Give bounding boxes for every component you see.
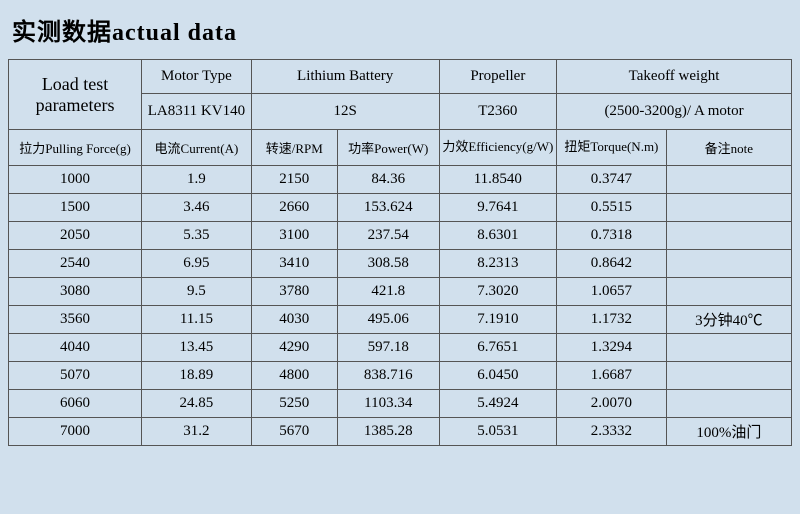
table-cell [666, 194, 791, 222]
table-cell: 84.36 [337, 166, 439, 194]
table-row: 20505.353100237.548.63010.7318 [9, 222, 792, 250]
table-cell: 1385.28 [337, 418, 439, 446]
table-cell: 153.624 [337, 194, 439, 222]
table-cell: 308.58 [337, 250, 439, 278]
table-row: 404013.454290597.186.76511.3294 [9, 334, 792, 362]
table-cell: 0.7318 [557, 222, 667, 250]
table-row: 10001.9215084.3611.85400.3747 [9, 166, 792, 194]
spec-val-weight: (2500-3200g)/ A motor [557, 94, 792, 130]
table-cell: 1500 [9, 194, 142, 222]
table-cell: 3410 [251, 250, 337, 278]
spec-label-motor: Motor Type [142, 60, 252, 94]
table-cell: 0.8642 [557, 250, 667, 278]
table-cell: 237.54 [337, 222, 439, 250]
table-cell: 4800 [251, 362, 337, 390]
table-cell: 6.7651 [439, 334, 556, 362]
col-hdr-force: 拉力Pulling Force(g) [9, 130, 142, 166]
spec-val-propeller: T2360 [439, 94, 556, 130]
table-row: 356011.154030495.067.19101.17323分钟40℃ [9, 306, 792, 334]
table-cell: 2.0070 [557, 390, 667, 418]
table-cell [666, 390, 791, 418]
table-cell: 2150 [251, 166, 337, 194]
table-row: 30809.53780421.87.30201.0657 [9, 278, 792, 306]
table-row: 507018.894800838.7166.04501.6687 [9, 362, 792, 390]
table-row: 15003.462660153.6249.76410.5515 [9, 194, 792, 222]
table-cell: 1103.34 [337, 390, 439, 418]
table-cell: 5670 [251, 418, 337, 446]
table-cell: 1.3294 [557, 334, 667, 362]
table-cell [666, 250, 791, 278]
table-cell: 9.5 [142, 278, 252, 306]
table-cell: 1.0657 [557, 278, 667, 306]
table-cell [666, 334, 791, 362]
table-cell: 8.2313 [439, 250, 556, 278]
table-cell: 597.18 [337, 334, 439, 362]
table-cell [666, 278, 791, 306]
table-cell: 9.7641 [439, 194, 556, 222]
table-cell: 0.3747 [557, 166, 667, 194]
table-cell: 3分钟40℃ [666, 306, 791, 334]
col-hdr-efficiency: 力效Efficiency(g/W) [439, 130, 556, 166]
table-cell: 2660 [251, 194, 337, 222]
table-cell [666, 166, 791, 194]
table-cell: 31.2 [142, 418, 252, 446]
page-title: 实测数据actual data [8, 4, 792, 59]
table-cell: 6.0450 [439, 362, 556, 390]
table-cell: 7.3020 [439, 278, 556, 306]
spec-val-battery: 12S [251, 94, 439, 130]
table-cell: 1.9 [142, 166, 252, 194]
table-cell: 1.1732 [557, 306, 667, 334]
table-cell: 3100 [251, 222, 337, 250]
table-cell: 3780 [251, 278, 337, 306]
table-cell: 11.8540 [439, 166, 556, 194]
table-cell: 3.46 [142, 194, 252, 222]
data-table: Load test parameters Motor Type Lithium … [8, 59, 792, 446]
table-cell: 2050 [9, 222, 142, 250]
table-cell: 5250 [251, 390, 337, 418]
table-cell: 6.95 [142, 250, 252, 278]
spec-val-motor: LA8311 KV140 [142, 94, 252, 130]
table-cell: 4030 [251, 306, 337, 334]
table-cell: 5070 [9, 362, 142, 390]
table-cell: 11.15 [142, 306, 252, 334]
table-cell: 100%油门 [666, 418, 791, 446]
table-cell: 5.0531 [439, 418, 556, 446]
col-hdr-note: 备注note [666, 130, 791, 166]
table-cell: 13.45 [142, 334, 252, 362]
col-hdr-torque: 扭矩Torque(N.m) [557, 130, 667, 166]
table-cell: 838.716 [337, 362, 439, 390]
table-row: 25406.953410308.588.23130.8642 [9, 250, 792, 278]
table-cell: 421.8 [337, 278, 439, 306]
col-hdr-current: 电流Current(A) [142, 130, 252, 166]
table-cell: 4040 [9, 334, 142, 362]
table-cell: 8.6301 [439, 222, 556, 250]
table-cell: 18.89 [142, 362, 252, 390]
table-cell: 2.3332 [557, 418, 667, 446]
spec-label-propeller: Propeller [439, 60, 556, 94]
table-cell: 3560 [9, 306, 142, 334]
table-cell [666, 222, 791, 250]
table-cell: 5.35 [142, 222, 252, 250]
table-cell: 1.6687 [557, 362, 667, 390]
table-cell: 0.5515 [557, 194, 667, 222]
table-cell [666, 362, 791, 390]
table-cell: 3080 [9, 278, 142, 306]
col-hdr-power: 功率Power(W) [337, 130, 439, 166]
table-cell: 1000 [9, 166, 142, 194]
table-row: 606024.8552501103.345.49242.0070 [9, 390, 792, 418]
table-row: 700031.256701385.285.05312.3332100%油门 [9, 418, 792, 446]
table-cell: 2540 [9, 250, 142, 278]
spec-label-weight: Takeoff weight [557, 60, 792, 94]
table-cell: 24.85 [142, 390, 252, 418]
table-cell: 495.06 [337, 306, 439, 334]
col-hdr-rpm: 转速/RPM [251, 130, 337, 166]
table-cell: 4290 [251, 334, 337, 362]
table-cell: 5.4924 [439, 390, 556, 418]
table-cell: 7000 [9, 418, 142, 446]
table-cell: 6060 [9, 390, 142, 418]
spec-label-battery: Lithium Battery [251, 60, 439, 94]
param-header: Load test parameters [9, 60, 142, 130]
table-cell: 7.1910 [439, 306, 556, 334]
